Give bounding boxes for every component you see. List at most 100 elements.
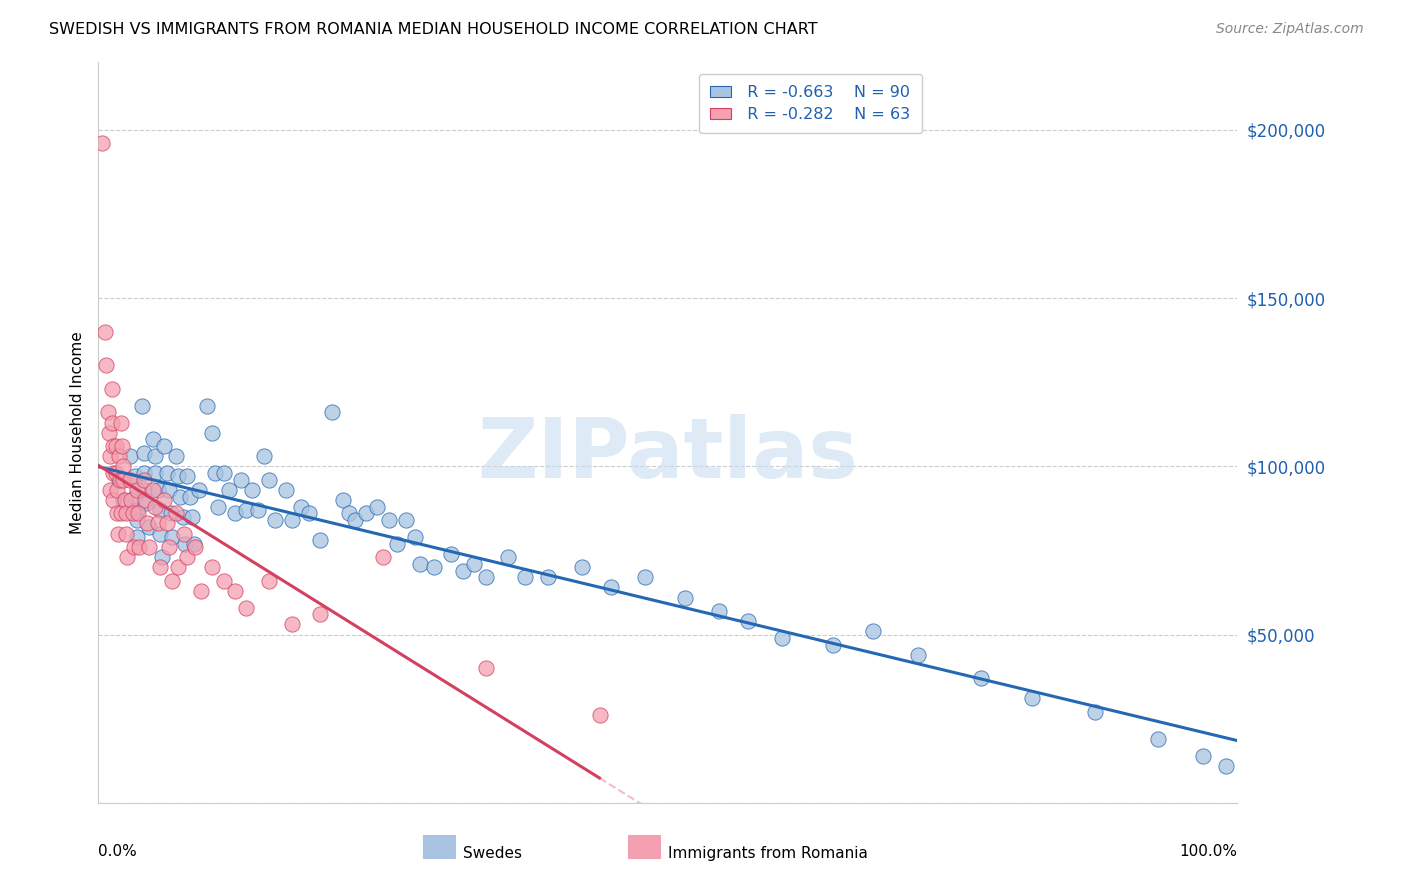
Point xyxy=(259,473,281,487)
Point xyxy=(146,483,169,497)
Point xyxy=(96,405,118,419)
Point xyxy=(142,483,165,497)
Point xyxy=(385,536,408,550)
Point xyxy=(404,530,426,544)
Point xyxy=(135,496,157,510)
Point xyxy=(145,449,167,463)
Text: SWEDISH VS IMMIGRANTS FROM ROMANIA MEDIAN HOUSEHOLD INCOME CORRELATION CHART: SWEDISH VS IMMIGRANTS FROM ROMANIA MEDIA… xyxy=(49,22,818,37)
Point xyxy=(970,671,993,685)
Point xyxy=(103,466,125,480)
Point xyxy=(153,492,176,507)
Point xyxy=(224,583,246,598)
Point xyxy=(122,540,145,554)
Point xyxy=(1084,705,1107,719)
Point xyxy=(156,466,179,480)
Point xyxy=(187,483,209,497)
Point xyxy=(138,520,160,534)
Point xyxy=(114,526,136,541)
Point xyxy=(571,560,593,574)
Text: 100.0%: 100.0% xyxy=(1180,844,1237,858)
Point xyxy=(408,557,430,571)
Point xyxy=(97,425,120,440)
Point xyxy=(176,469,198,483)
Point xyxy=(124,469,146,483)
Point xyxy=(146,516,169,531)
Point xyxy=(207,500,229,514)
Point xyxy=(165,507,187,521)
Text: Swedes: Swedes xyxy=(463,846,522,861)
Point xyxy=(190,583,212,598)
Point xyxy=(96,359,118,373)
Point xyxy=(1146,731,1168,746)
Point xyxy=(132,446,155,460)
Point xyxy=(821,638,844,652)
Point xyxy=(110,416,132,430)
Point xyxy=(108,473,131,487)
Point xyxy=(366,500,388,514)
Point xyxy=(218,483,240,497)
Point xyxy=(600,581,623,595)
Point xyxy=(309,533,332,548)
Point xyxy=(201,560,224,574)
Point xyxy=(378,513,401,527)
Point xyxy=(201,425,224,440)
Point xyxy=(145,500,167,514)
Point xyxy=(112,473,135,487)
Point xyxy=(136,516,159,531)
Point xyxy=(264,513,287,527)
Point xyxy=(120,492,142,507)
Point xyxy=(131,399,153,413)
Point xyxy=(165,449,187,463)
Point xyxy=(114,507,136,521)
Point xyxy=(110,507,132,521)
Point xyxy=(98,449,121,463)
Point xyxy=(115,550,138,565)
Point xyxy=(337,507,360,521)
Point xyxy=(240,483,263,497)
Point xyxy=(281,513,304,527)
Point xyxy=(150,550,173,565)
Point xyxy=(246,503,269,517)
Point xyxy=(103,492,125,507)
Point xyxy=(142,433,165,447)
Point xyxy=(321,405,343,419)
Point xyxy=(212,574,235,588)
Point xyxy=(162,530,184,544)
Point xyxy=(104,466,127,480)
Point xyxy=(588,708,610,723)
Point xyxy=(634,570,657,584)
Point xyxy=(229,473,252,487)
Point xyxy=(112,492,135,507)
Point xyxy=(276,483,298,497)
Point xyxy=(127,513,149,527)
Point xyxy=(108,449,131,463)
Point xyxy=(235,503,257,517)
Point xyxy=(149,560,172,574)
Point xyxy=(770,631,793,645)
Point xyxy=(149,526,172,541)
Point xyxy=(737,614,759,628)
Point xyxy=(907,648,929,662)
Point xyxy=(673,591,696,605)
Point xyxy=(537,570,560,584)
Point xyxy=(127,483,149,497)
Point xyxy=(515,570,537,584)
Point xyxy=(1215,758,1237,772)
Point xyxy=(105,483,128,497)
Point xyxy=(127,503,149,517)
Point xyxy=(1021,691,1043,706)
Point xyxy=(298,507,321,521)
Point xyxy=(138,540,160,554)
Point xyxy=(169,490,191,504)
Point xyxy=(423,560,446,574)
Point xyxy=(371,550,394,565)
Point xyxy=(172,509,194,524)
Point xyxy=(1192,748,1215,763)
Point xyxy=(224,507,246,521)
Point xyxy=(94,325,117,339)
Text: Source: ZipAtlas.com: Source: ZipAtlas.com xyxy=(1216,22,1364,37)
Point xyxy=(103,439,125,453)
Point xyxy=(124,490,146,504)
Point xyxy=(167,560,190,574)
Point xyxy=(332,492,354,507)
